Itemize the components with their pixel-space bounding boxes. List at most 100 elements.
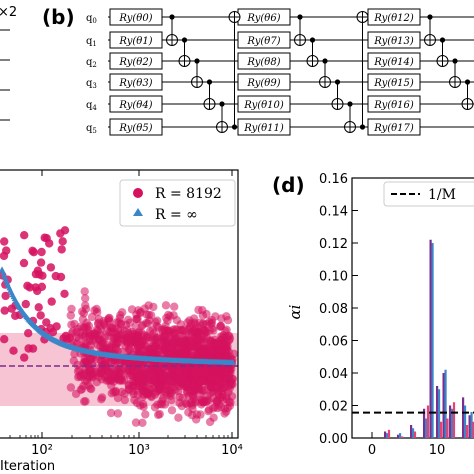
- alpha-bar: [463, 405, 467, 438]
- y-tick-label: 0.14: [319, 205, 348, 220]
- ry-gate-label: Ry(θ4): [118, 100, 152, 111]
- scatter-point-finite: [78, 315, 88, 324]
- scatter-point-finite: [137, 383, 146, 392]
- scatter-point-finite: [224, 336, 234, 345]
- scatter-point-finite: [78, 369, 87, 379]
- scatter-point-finite: [125, 318, 135, 327]
- scatter-point-finite: [106, 408, 116, 418]
- scatter-point-finite: [180, 344, 189, 353]
- cnot-control: [309, 37, 316, 43]
- cnot-control: [219, 101, 225, 107]
- scatter-point-finite: [204, 407, 213, 416]
- scatter-point-finite: [167, 406, 177, 415]
- scatter-point-finite: [184, 408, 193, 417]
- scatter-point-finite: [185, 387, 195, 396]
- scatter-point-finite: [57, 245, 66, 254]
- scatter-point-finite: [151, 318, 160, 327]
- scatter-point-finite: [196, 410, 205, 419]
- y-axis-label: αi: [286, 304, 304, 319]
- scatter-point-finite: [86, 370, 96, 379]
- scatter-point-finite: [20, 353, 29, 362]
- x-tick-label: 10⁴: [221, 443, 243, 458]
- scatter-point-finite: [97, 366, 106, 375]
- scatter-point-finite: [28, 344, 38, 353]
- legend-label: 1/M: [428, 187, 456, 203]
- scatter-point-finite: [60, 289, 69, 298]
- alpha-bar: [462, 397, 465, 438]
- scatter-point-finite: [33, 286, 42, 296]
- cnot-control: [194, 58, 200, 64]
- scatter-point-finite: [81, 294, 90, 303]
- x-tick-label: 10³: [128, 443, 150, 458]
- ry-gate-label: Ry(θ0): [118, 13, 152, 24]
- scatter-point-finite: [34, 303, 43, 312]
- panel-letter-b: (b): [42, 5, 75, 29]
- scatter-point-finite: [140, 331, 149, 340]
- x-tick-label: 0: [368, 443, 376, 458]
- scatter-point-finite: [80, 287, 89, 296]
- x-tick-label: 10: [429, 443, 446, 458]
- alpha-bar: [400, 436, 404, 438]
- alpha-bar: [439, 421, 443, 438]
- circuit-panel: (b) q0 q1 q2 q3 q4 q5 Ry(θ0) Ry(θ1) Ry(θ2) Ry(θ3)…: [42, 5, 474, 136]
- scatter-point-finite: [117, 387, 127, 397]
- scatter-point-finite: [97, 393, 107, 402]
- ry-gate: [109, 52, 163, 70]
- alpha-bar: [424, 418, 428, 438]
- qubit-label: q4: [86, 100, 97, 112]
- scatter-point-finite: [155, 385, 165, 394]
- scatter-point-finite: [132, 315, 141, 324]
- cnot-control: [206, 79, 213, 85]
- legend-box: [119, 179, 236, 227]
- alpha-bar: [449, 405, 452, 438]
- qubit-label: q1: [86, 36, 97, 48]
- alpha-bar: [450, 408, 454, 438]
- ry-gate: [367, 95, 421, 113]
- legend-box: [383, 181, 474, 207]
- scatter-point-finite: [42, 318, 51, 327]
- scatter-point-finite: [217, 346, 226, 355]
- alpha-bar: [398, 433, 402, 438]
- scatter-point-finite: [58, 237, 67, 246]
- ry-gate: [367, 31, 421, 49]
- ry-gate: [109, 73, 163, 91]
- scatter-point-finite: [46, 324, 55, 333]
- scatter-point-finite: [151, 376, 161, 386]
- ry-gate-label: Ry(θ11): [243, 123, 284, 134]
- x-axis-label: Iteration: [0, 459, 55, 474]
- scatter-point-finite: [87, 312, 97, 322]
- scatter-point-finite: [24, 329, 33, 338]
- y-tick-label: 0.04: [319, 367, 348, 382]
- scatter-point-finite: [118, 308, 127, 317]
- scatter-point-finite: [112, 361, 121, 370]
- ry-gate-label: Ry(θ6): [246, 13, 280, 24]
- alpha-bar: [465, 425, 469, 438]
- qubit-label: q0: [86, 13, 97, 25]
- scatter-point-finite: [37, 247, 46, 257]
- scatter-point-finite: [97, 336, 107, 346]
- legend: R = 8192 R = ∞: [119, 179, 236, 227]
- ry-gate-label: Ry(θ7): [246, 36, 280, 47]
- scatter-point-finite: [123, 366, 132, 375]
- alpha-bar: [413, 431, 417, 438]
- scatter-point-finite: [1, 291, 10, 301]
- scatter-point-finite: [205, 417, 215, 427]
- legend-label-infinite: R = ∞: [155, 207, 198, 223]
- scatter-point-finite: [9, 346, 18, 355]
- alpha-bar: [436, 386, 439, 438]
- scatter-point-finite: [81, 397, 90, 406]
- scatter-point-finite: [141, 410, 150, 419]
- scatter-point-finite: [111, 387, 120, 397]
- scatter-point-finite: [183, 318, 192, 327]
- alpha-bar: [437, 389, 441, 438]
- panel-letter-d: (d): [272, 173, 305, 197]
- ry-gate: [237, 118, 291, 136]
- scatter-point-finite: [170, 302, 179, 311]
- alpha-bar: [452, 402, 456, 438]
- scatter-point-finite: [46, 263, 56, 272]
- scatter-point-finite: [201, 366, 210, 376]
- cnot-control: [439, 37, 446, 43]
- scatter-point-finite: [136, 349, 145, 358]
- panel-a-fragment: ×2: [0, 5, 17, 121]
- alpha-bar: [442, 373, 445, 438]
